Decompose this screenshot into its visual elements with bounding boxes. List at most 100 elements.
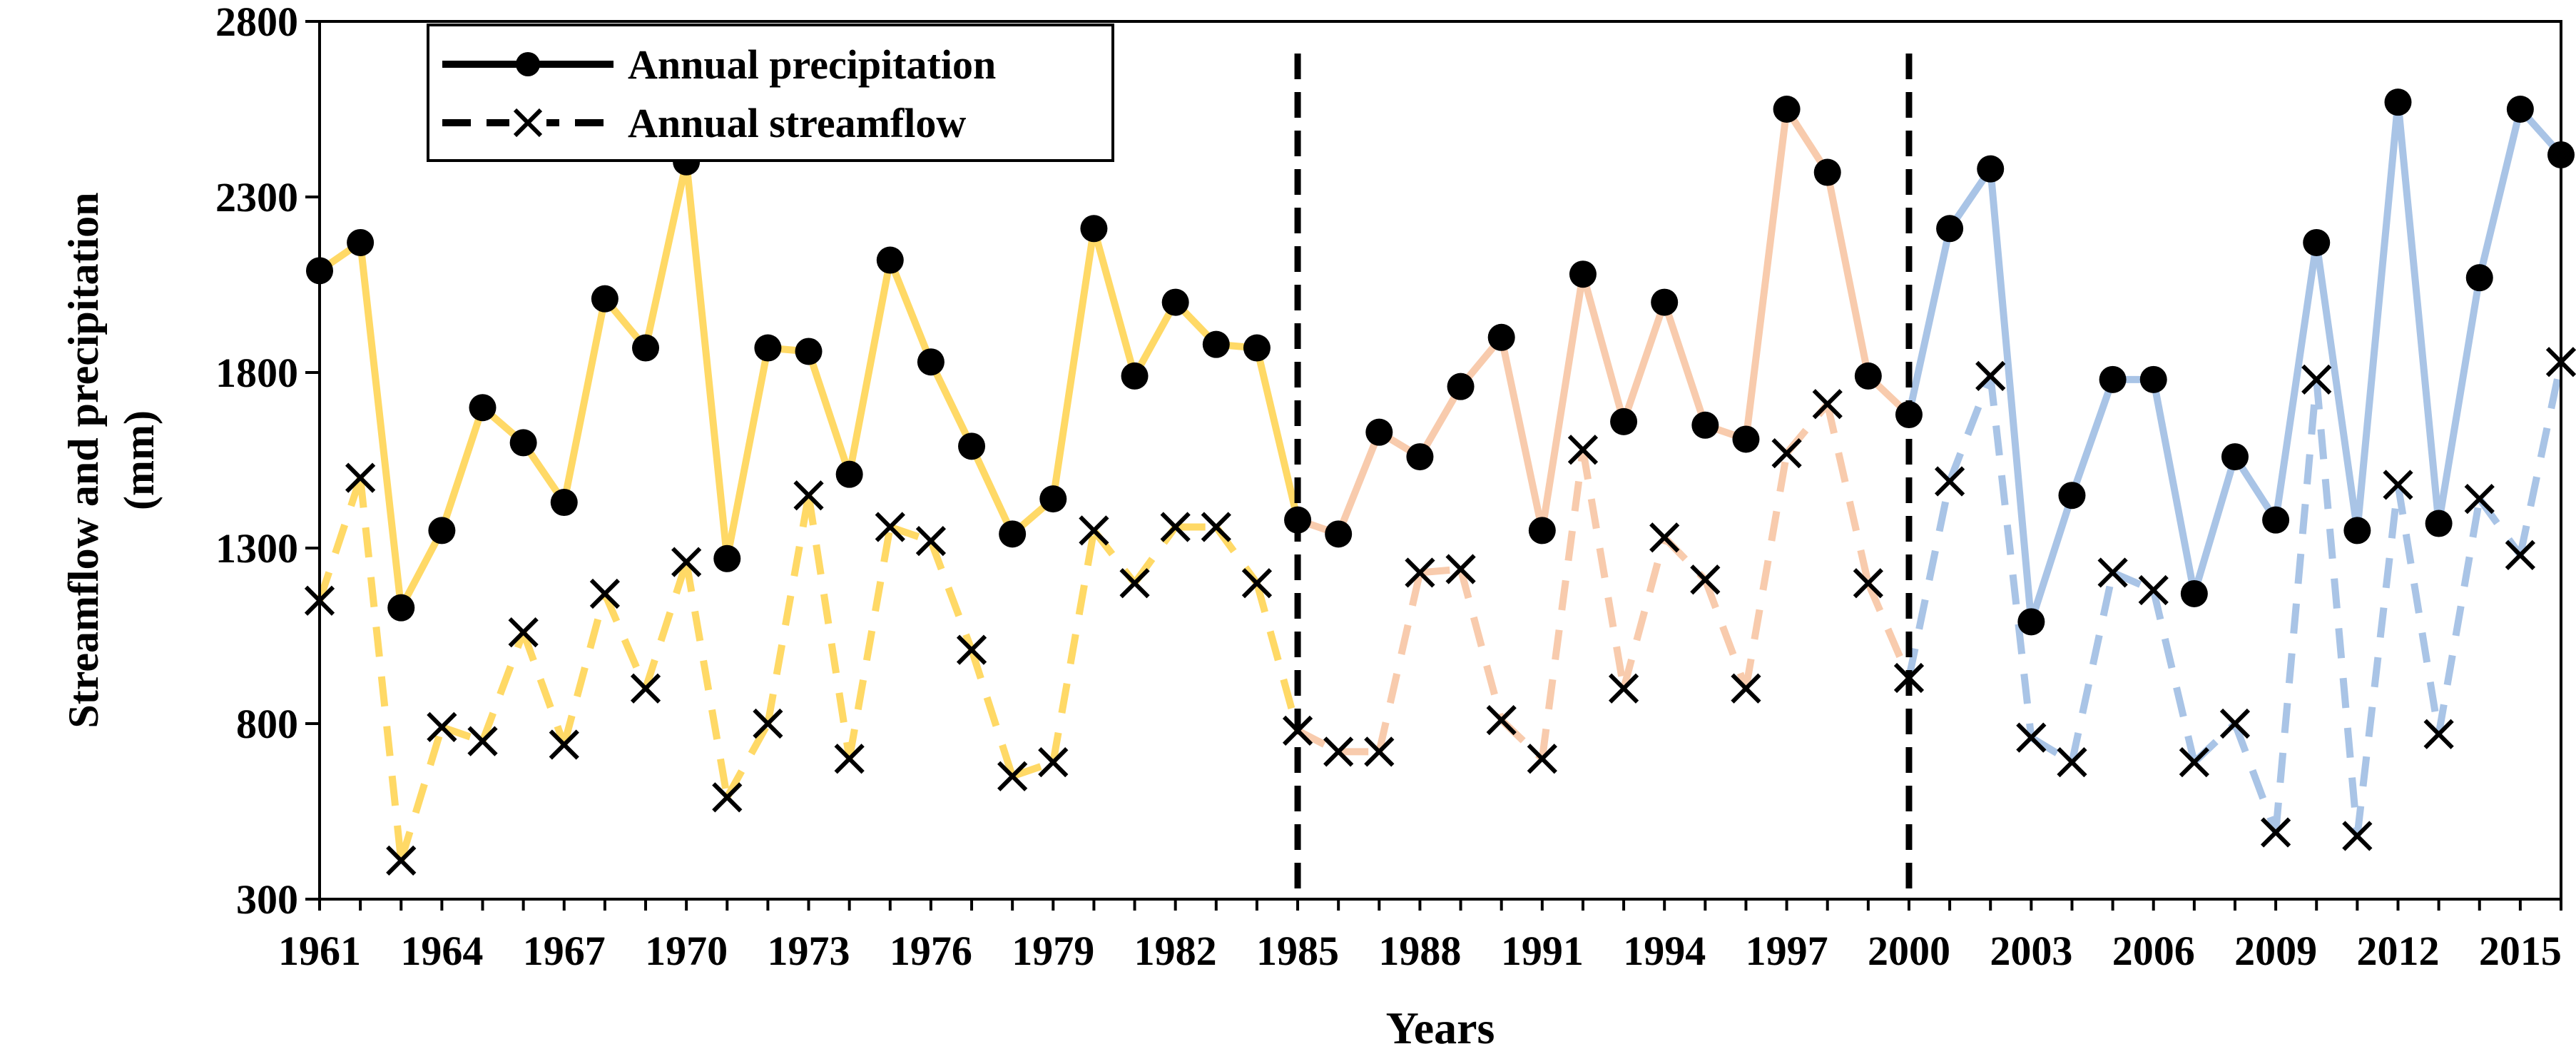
streamflow-segment xyxy=(519,631,568,746)
precipitation-segment xyxy=(805,350,853,476)
streamflow-point xyxy=(834,744,865,774)
precipitation-point xyxy=(1487,323,1515,351)
precipitation-point xyxy=(2221,443,2249,471)
precipitation-point xyxy=(1813,158,1841,186)
precipitation-point xyxy=(1854,362,1882,390)
streamflow-point xyxy=(712,782,743,813)
streamflow-point xyxy=(2301,364,2332,395)
precipitation-point xyxy=(1080,215,1108,243)
precipitation-point xyxy=(795,338,823,365)
precipitation-segment xyxy=(2394,101,2443,525)
streamflow-point xyxy=(1567,435,1599,465)
precipitation-point xyxy=(835,460,863,488)
streamflow-segment xyxy=(683,561,731,799)
precipitation-point xyxy=(754,334,782,362)
precipitation-point xyxy=(1284,506,1312,534)
precipitation-segment xyxy=(1090,227,1139,378)
streamflow-point xyxy=(671,547,702,577)
precipitation-point xyxy=(1121,362,1149,390)
x-tick-label: 1976 xyxy=(890,928,972,974)
streamflow-point xyxy=(875,512,905,542)
x-axis-label: Years xyxy=(1386,1003,1495,1053)
x-tick-label: 1985 xyxy=(1256,928,1339,974)
precipitation-point xyxy=(1651,288,1679,316)
streamflow-point xyxy=(508,617,539,648)
precipitation-point xyxy=(1569,260,1597,288)
precipitation-segment xyxy=(1579,273,1627,423)
streamflow-point xyxy=(1160,512,1191,542)
x-tick-label: 1994 xyxy=(1623,928,1706,974)
streamflow-segment xyxy=(1701,578,1750,690)
x-tick-label: 1997 xyxy=(1746,928,1828,974)
streamflow-point xyxy=(2016,722,2047,753)
precipitation-segment xyxy=(1335,430,1383,536)
streamflow-segment xyxy=(601,592,649,690)
precipitation-point xyxy=(1691,411,1719,439)
precipitation-point xyxy=(2139,365,2167,393)
streamflow-point xyxy=(2097,557,2128,588)
streamflow-segment xyxy=(2149,589,2198,764)
streamflow-segment xyxy=(2111,569,2155,594)
precipitation-point xyxy=(2099,365,2127,393)
x-tick-label: 1970 xyxy=(645,928,728,974)
streamflow-segment xyxy=(1987,375,2035,739)
streamflow-segment xyxy=(642,561,690,690)
precipitation-point xyxy=(713,544,741,572)
streamflow-point xyxy=(1812,389,1843,420)
streamflow-segment xyxy=(723,721,771,799)
streamflow-point xyxy=(1527,744,1557,774)
streamflow-point xyxy=(2260,817,2291,848)
precipitation-segment xyxy=(357,242,405,609)
streamflow-segment xyxy=(440,724,484,745)
streamflow-segment xyxy=(1579,449,1628,689)
streamflow-segment xyxy=(2272,379,2321,833)
streamflow-segment xyxy=(1049,530,1098,763)
y-tick-label: 1300 xyxy=(215,525,298,572)
precipitation-segment xyxy=(1049,228,1098,500)
y-axis-label: Streamflow and precipitation (mm) xyxy=(60,192,163,728)
precipitation-segment xyxy=(2191,455,2239,595)
precipitation-point xyxy=(2180,579,2208,607)
precipitation-point xyxy=(469,394,497,422)
precipitation-point xyxy=(2465,264,2493,292)
streamflow-point xyxy=(549,729,579,760)
precipitation-point xyxy=(387,594,415,622)
precipitation-segment xyxy=(927,360,975,448)
precipitation-point xyxy=(1977,155,2005,183)
precipitation-point xyxy=(1039,485,1067,513)
precipitation-point xyxy=(2343,517,2371,544)
streamflow-point xyxy=(1649,522,1680,553)
streamflow-segment xyxy=(968,649,1016,778)
y-tick-label: 1800 xyxy=(215,350,298,396)
streamflow-segment xyxy=(1253,582,1301,732)
precipitation-point xyxy=(428,517,456,544)
precipitation-segment xyxy=(2313,242,2361,532)
x-tick-label: 1973 xyxy=(768,928,850,974)
precipitation-point xyxy=(1895,401,1923,429)
precipitation-point xyxy=(632,334,660,362)
streamflow-segment xyxy=(927,539,975,652)
precipitation-point xyxy=(1528,517,1556,544)
precipitation-segment xyxy=(2475,108,2524,279)
streamflow-segment xyxy=(889,523,932,544)
streamflow-point xyxy=(1893,662,1925,694)
streamflow-point xyxy=(1323,736,1354,767)
y-tick-label: 2300 xyxy=(215,174,298,221)
streamflow-segment xyxy=(2068,572,2117,764)
precipitation-point xyxy=(1732,425,1760,453)
x-tick-label: 2006 xyxy=(2112,928,2195,974)
legend-entry-precipitation: Annual precipitation xyxy=(628,41,996,88)
period-break-lines xyxy=(1294,54,1913,899)
precipitation-point xyxy=(2017,608,2045,636)
y-tick-label: 300 xyxy=(236,876,298,923)
legend-box xyxy=(427,24,1114,162)
streamflow-segment xyxy=(479,631,527,743)
precipitation-segment xyxy=(2027,494,2076,623)
streamflow-segment xyxy=(316,477,364,602)
streamflow-segment xyxy=(805,495,853,759)
streamflow-point xyxy=(1486,704,1517,736)
streamflow-segment xyxy=(1946,375,1994,483)
streamflow-point xyxy=(2505,539,2535,570)
streamflow-point xyxy=(997,761,1028,791)
